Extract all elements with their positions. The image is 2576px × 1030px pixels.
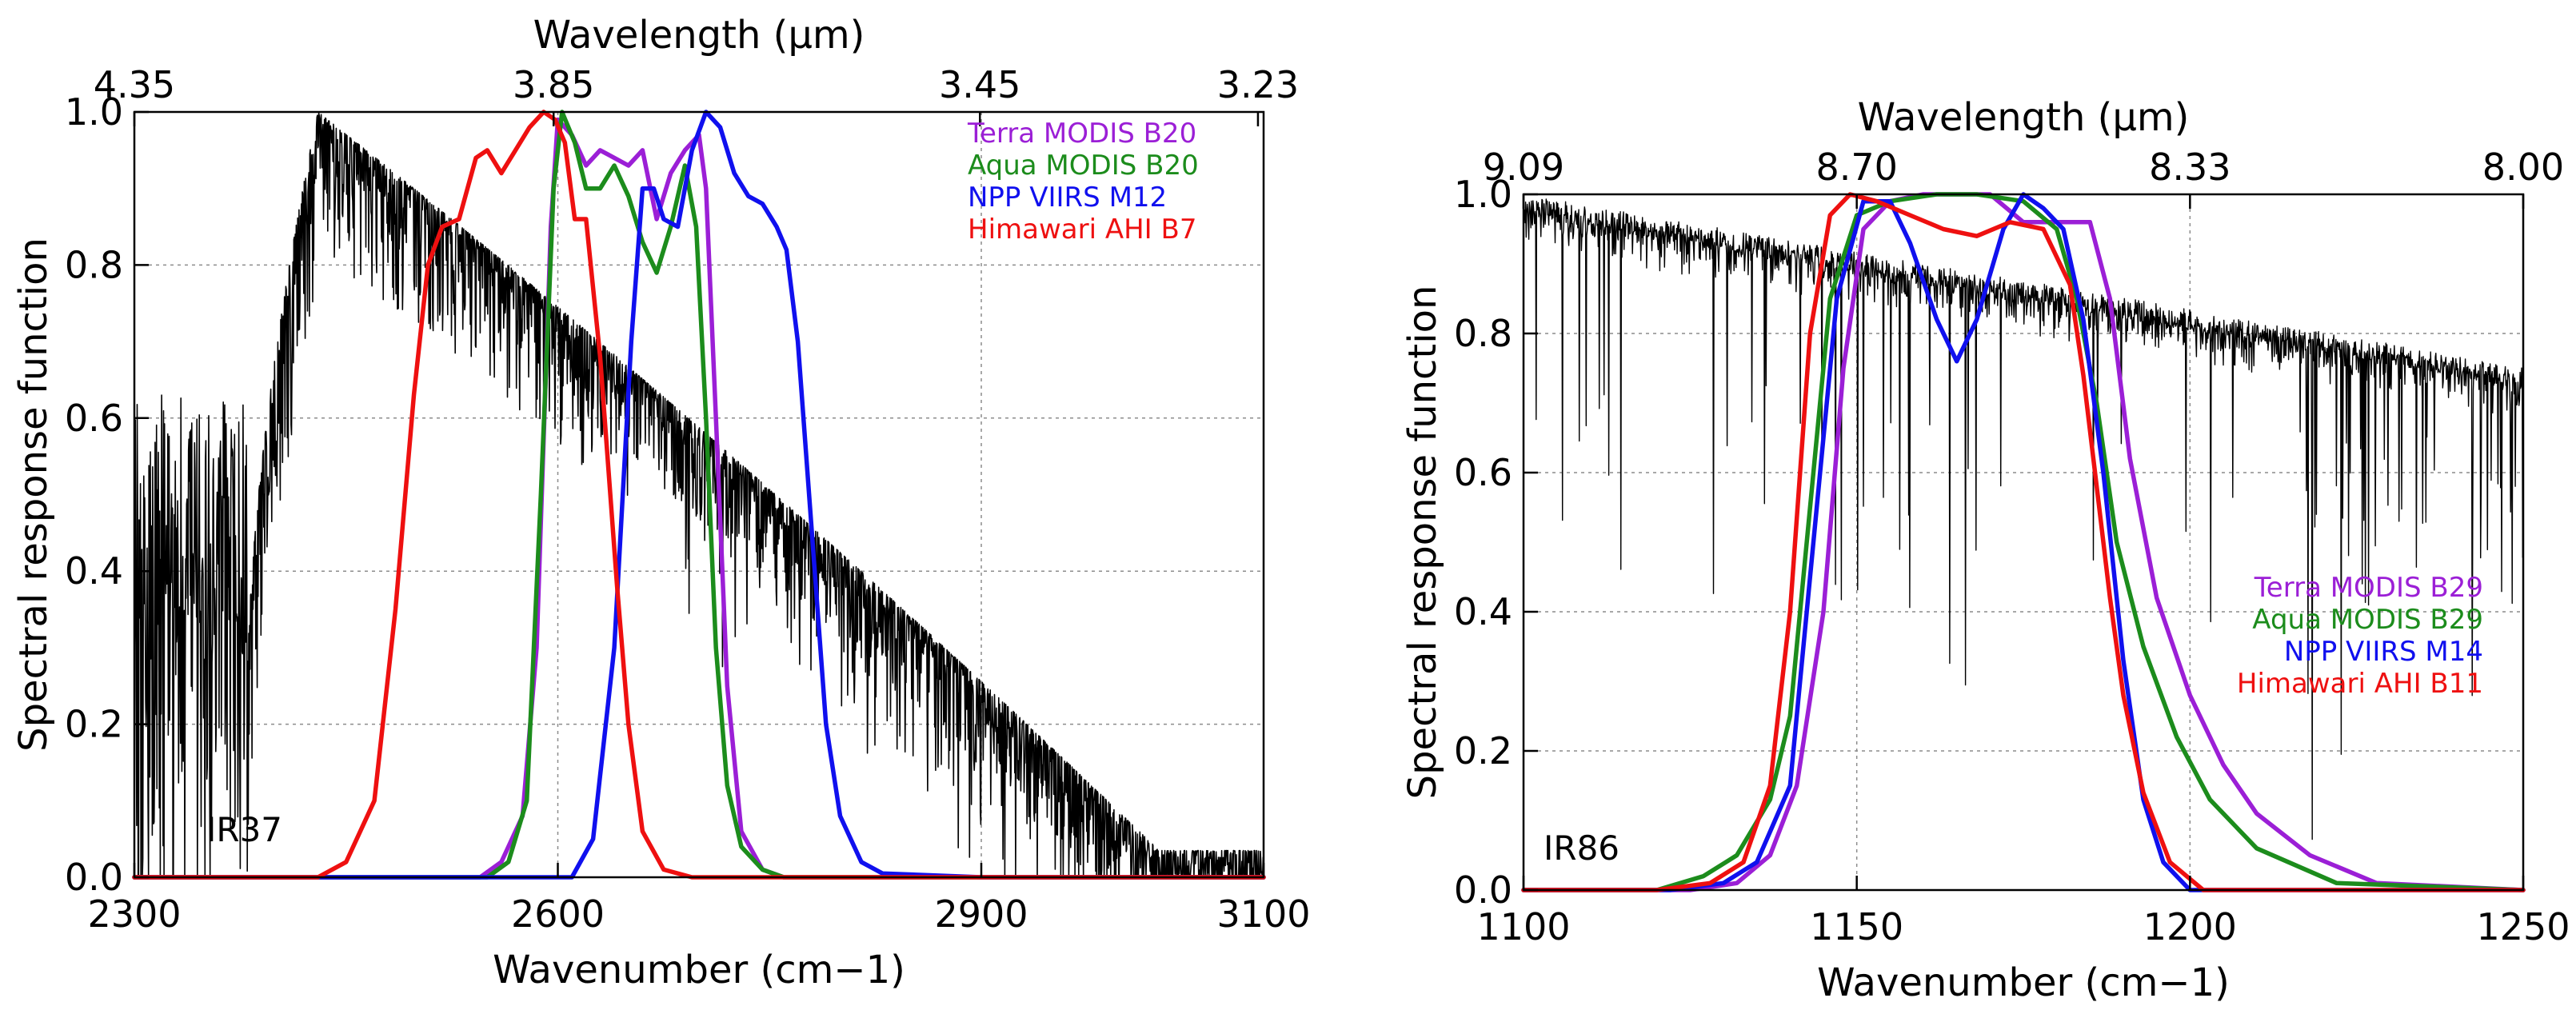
y-tick-label: 0.4 <box>1454 590 1512 633</box>
series-line-2 <box>1521 192 2526 892</box>
chart-panel-ir86: 1100 1150 1200 1250 0.0 0.2 0.4 0.6 0.8 1.0 9.09… <box>1400 95 2570 1005</box>
top-axis-label-ir37: Wavelength (μm) <box>533 13 865 58</box>
plot-frame-ir86 <box>1522 193 2525 892</box>
top-axis-ticks-ir86: 9.09 8.70 8.33 8.00 <box>1483 146 2564 209</box>
top-tick-label: 3.23 <box>1217 63 1299 106</box>
atmospheric-transmittance-ir86 <box>1523 198 2524 840</box>
x-tick-label: 1150 <box>1810 905 1903 948</box>
legend-entry-3: Himawari AHI B11 <box>2237 668 2483 700</box>
series-line-3 <box>132 110 1266 880</box>
x-axis-ticks-ir86: 1100 1150 1200 1250 <box>1476 876 2570 948</box>
legend-entry-2: NPP VIIRS M12 <box>968 182 1167 214</box>
y-tick-label: 0.0 <box>65 856 123 899</box>
top-tick-label: 4.35 <box>94 63 175 106</box>
y-tick-label: 1.0 <box>65 90 123 134</box>
top-tick-label: 9.09 <box>1483 146 1564 189</box>
series-line-1 <box>132 110 1266 880</box>
series-group-ir37 <box>132 110 1266 880</box>
y-axis-ticks-ir86: 0.0 0.2 0.4 0.6 0.8 1.0 <box>1454 173 1538 912</box>
y-tick-label: 0.4 <box>65 549 123 593</box>
x-tick-label: 2600 <box>511 892 605 936</box>
plot-frame-ir37 <box>133 110 1265 879</box>
x-tick-label: 2300 <box>87 892 181 936</box>
y-tick-label: 0.2 <box>65 703 123 746</box>
x-axis-ticks-ir37: 2300 2600 2900 3100 <box>87 863 1311 936</box>
x-axis-label-ir86: Wavenumber (cm−1) <box>1817 960 2230 1005</box>
x-axis-label-ir37: Wavenumber (cm−1) <box>493 948 905 992</box>
series-line-3 <box>1521 192 2526 892</box>
x-tick-label: 1200 <box>2143 905 2237 948</box>
legend-entry-1: Aqua MODIS B20 <box>968 150 1199 182</box>
top-tick-label: 8.33 <box>2149 146 2231 189</box>
y-tick-label: 1.0 <box>1454 173 1512 216</box>
legend-entry-0: Terra MODIS B29 <box>2254 572 2483 604</box>
x-tick-label: 1100 <box>1476 905 1570 948</box>
top-tick-label: 3.45 <box>939 63 1020 106</box>
chart-panel-ir37: 2300 2600 2900 3100 0.0 0.2 0.4 0.6 0.8 1.0 4.35… <box>11 13 1311 992</box>
top-tick-label: 8.70 <box>1815 146 1897 189</box>
y-tick-label: 0.6 <box>1454 451 1512 494</box>
legend-entry-2: NPP VIIRS M14 <box>2284 636 2483 668</box>
series-line-2 <box>132 110 1266 880</box>
y-axis-label-ir37: Spectral response function <box>11 238 56 752</box>
y-axis-label-ir86: Spectral response function <box>1400 285 1445 800</box>
top-axis-ticks-ir37: 4.35 3.85 3.45 3.23 <box>94 63 1299 126</box>
y-tick-label: 0.0 <box>1454 868 1512 912</box>
y-axis-ticks-ir37: 0.0 0.2 0.4 0.6 0.8 1.0 <box>65 90 149 899</box>
legend-entry-1: Aqua MODIS B29 <box>2252 604 2483 636</box>
band-annotation-ir86: IR86 <box>1544 828 1619 868</box>
x-tick-label: 2900 <box>934 892 1028 936</box>
y-tick-label: 0.6 <box>65 397 123 440</box>
series-line-0 <box>1521 192 2526 892</box>
transmittance-line <box>134 112 1264 878</box>
y-tick-label: 0.2 <box>1454 729 1512 772</box>
x-tick-label: 1250 <box>2476 905 2570 948</box>
atmospheric-transmittance-ir37 <box>134 112 1264 878</box>
legend-entry-0: Terra MODIS B20 <box>967 118 1196 150</box>
top-axis-label-ir86: Wavelength (μm) <box>1858 95 2190 140</box>
transmittance-line <box>1523 198 2524 840</box>
top-tick-label: 8.00 <box>2482 146 2564 189</box>
band-annotation-ir37: IR37 <box>206 810 282 849</box>
y-tick-label: 0.8 <box>65 243 123 286</box>
x-tick-label: 3100 <box>1216 892 1310 936</box>
legend-entry-3: Himawari AHI B7 <box>968 214 1196 246</box>
y-tick-label: 0.8 <box>1454 312 1512 355</box>
top-tick-label: 3.85 <box>513 63 594 106</box>
